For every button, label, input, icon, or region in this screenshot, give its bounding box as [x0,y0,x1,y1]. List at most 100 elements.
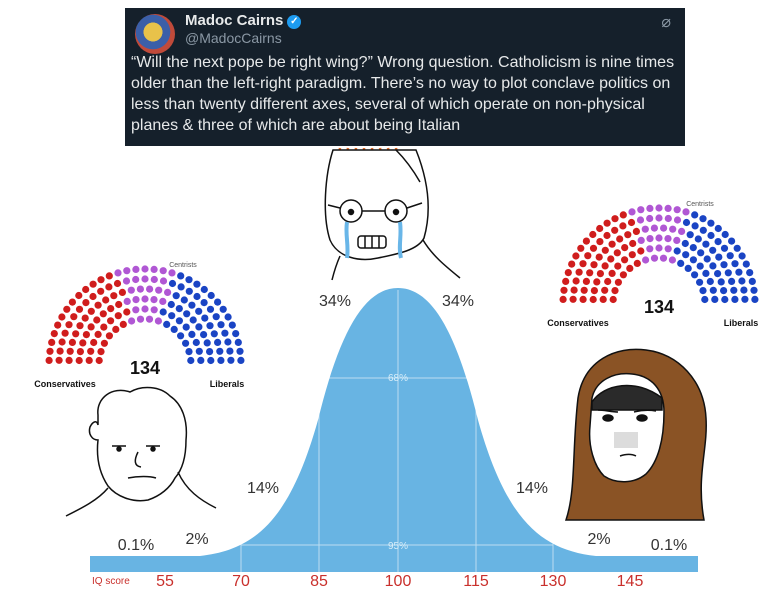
parliament-seat [68,338,76,346]
parliament-seat [601,286,609,294]
sigma-lines [240,290,554,572]
parliament-seat [580,286,588,294]
crying-wojak-drawing [324,147,461,281]
parliament-seat [584,252,592,260]
parliament-seat [646,235,654,243]
parliament-seat [75,305,84,313]
parliament-seat [711,295,719,303]
parliament-seat [636,216,645,224]
parliament-seat [714,238,722,246]
parliament-seat [100,323,108,331]
parliament-seat [596,270,605,278]
parliament-seat [689,256,698,264]
parliament-seat [145,315,154,323]
parliament-seat [93,316,101,324]
parliament-seat [741,295,749,303]
parliament-seat [599,295,607,303]
parliament-seat [624,231,632,239]
parliament-seat [56,347,64,355]
parliament-seat [731,295,739,303]
centrists-label: Centrists [169,262,197,269]
parliament-seat [177,283,185,291]
parliament-seat [119,320,127,328]
parliament-seat [127,286,135,294]
parliament-seat [132,275,140,284]
parliament-seat [212,313,220,321]
parliament-seat [748,277,756,285]
parliament-seat [128,317,136,325]
parliament-seat [590,261,598,269]
parliament-seat [81,314,89,322]
parliament-seat [655,244,663,252]
grok-icon[interactable]: ⌀ [661,14,671,31]
parliament-seat [168,312,176,320]
parliament-seat [750,286,758,294]
inner-label-95: 95% [388,541,408,552]
parliament-seat [154,317,162,325]
parliament-seat [596,224,604,233]
parliament-seat [682,208,690,216]
parliament-seat [193,292,201,301]
parliament-seat [641,225,649,233]
parliament-seat [48,338,56,346]
tick-label: 55 [156,573,174,590]
pct-label: 14% [516,480,548,497]
parliament-seat [65,321,73,329]
parliament-seat [70,313,78,321]
parliament-seat [682,251,690,259]
parliament-seat [132,306,140,314]
parliament-seat [227,356,235,364]
parliament-seat [159,267,167,275]
parliament-seat [175,317,183,325]
parliament-seat [572,277,580,285]
parliament-seat [703,255,711,263]
parliament-seat [655,234,663,242]
parliament-seat [188,301,196,309]
parliament-seat [193,280,201,288]
parliament-seat [702,269,710,277]
parliament-seat [75,291,83,300]
parliament-seat [123,297,131,305]
parliament-seat [185,287,193,295]
tick-label: 70 [232,573,250,590]
parliament-seat [237,356,245,364]
parliament-seat [682,218,691,227]
tick-label: 85 [310,573,328,590]
tick-label: 115 [463,573,489,590]
parliament-seat [696,278,704,286]
parliament-seat [726,252,734,260]
parliament-seat [684,264,692,272]
parliament-seat [89,292,97,301]
parliament-seat [609,295,617,304]
pct-label: 34% [442,293,474,310]
parliament-seat [141,295,149,303]
parliament-seat [589,295,597,304]
parliament-seat [601,262,609,270]
parliament-seat [733,244,741,252]
parliament-seat [122,277,131,285]
parliament-seat [192,338,200,347]
parliament-seat [655,204,663,212]
tweet-author[interactable]: Madoc Cairns ✓ [185,12,302,29]
liberals-label: Liberals [724,318,759,328]
parliament-seat [185,348,193,356]
parliament-seat [646,245,654,253]
parliament-seat [97,276,105,284]
tick-label: 100 [385,573,412,590]
tweet-handle[interactable]: @MadocCairns [185,30,282,46]
parliament-seat [85,356,93,364]
parliament-seat [195,323,203,331]
parliament-seat [224,313,232,321]
hooded-figure-drawing [564,348,707,521]
parliament-seat [669,225,677,233]
pct-label: 2% [185,531,208,548]
parliament-seat [608,240,616,248]
parliament-seat [664,214,672,223]
avatar[interactable] [135,14,175,54]
parliament-seat [188,330,196,338]
parliament-chart-right [559,204,759,304]
parliament-seat [714,224,722,233]
parliament-seat [646,214,654,223]
parliament-seat [236,347,244,355]
parliament-seat [709,286,717,294]
